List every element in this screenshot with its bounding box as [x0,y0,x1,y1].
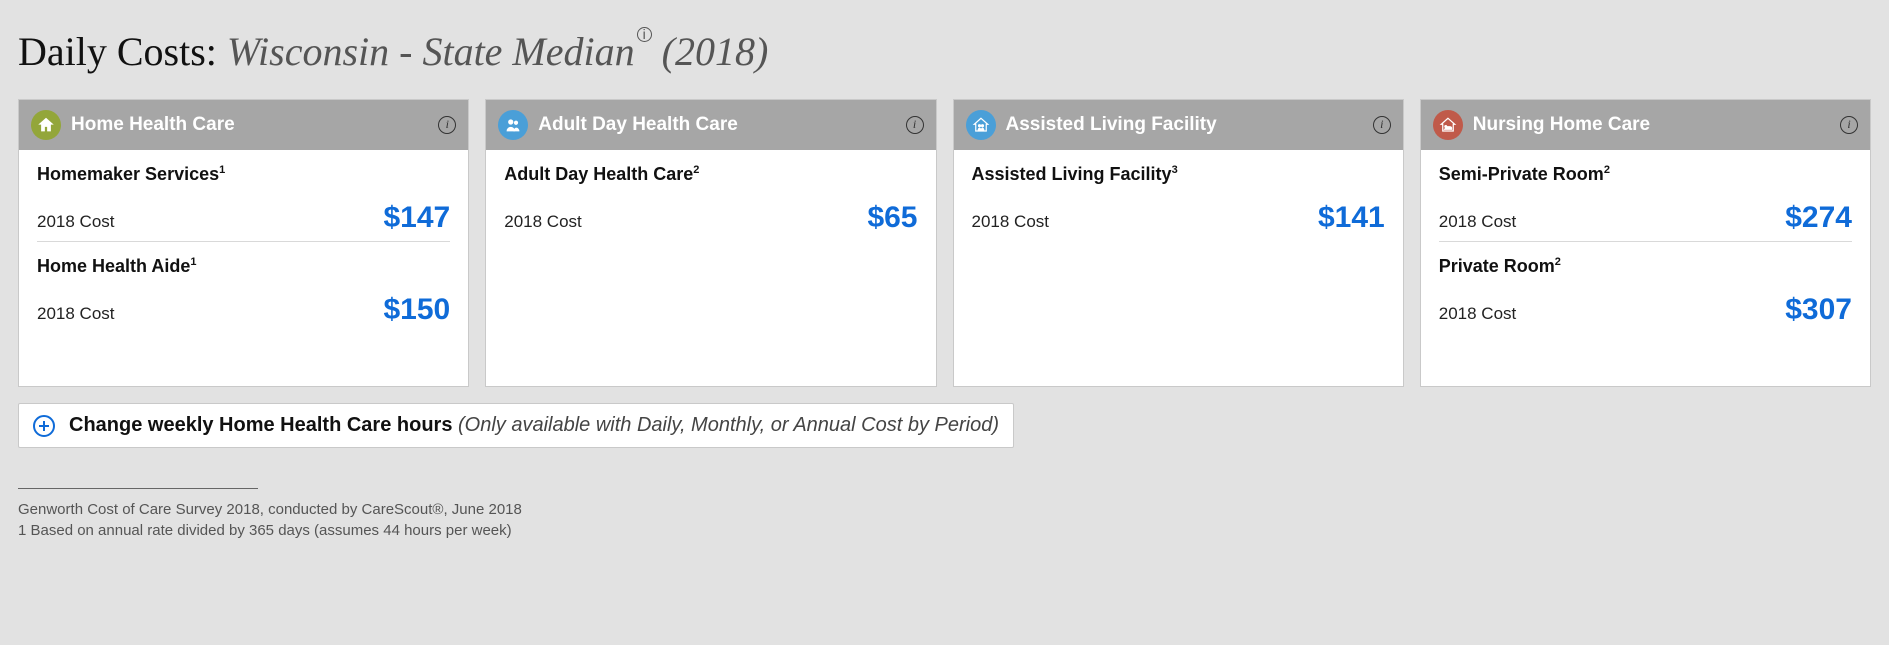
change-hours-text: Change weekly Home Health Care hours (On… [69,414,999,437]
service-name-sup: 1 [190,256,196,268]
cost-line: 2018 Cost $147 [37,201,450,235]
service-row: Private Room2 2018 Cost $307 [1439,241,1852,327]
cost-label: 2018 Cost [504,212,582,232]
service-name: Semi-Private Room2 [1439,164,1852,185]
card-adult-day-health-care: Adult Day Health Care i Adult Day Health… [485,99,936,387]
service-name-text: Adult Day Health Care [504,164,693,184]
footnote-1: 1 Based on annual rate divided by 365 da… [18,522,1871,539]
card-header: Home Health Care i [19,100,468,150]
cost-label: 2018 Cost [1439,304,1517,324]
service-name: Homemaker Services1 [37,164,450,185]
cost-line: 2018 Cost $65 [504,201,917,235]
service-name: Adult Day Health Care2 [504,164,917,185]
info-icon[interactable]: i [1840,116,1858,134]
service-name-text: Semi-Private Room [1439,164,1604,184]
service-row: Homemaker Services1 2018 Cost $147 [37,164,450,235]
service-name-sup: 2 [693,164,699,176]
cost-line: 2018 Cost $274 [1439,201,1852,235]
service-name-text: Homemaker Services [37,164,219,184]
service-row: Adult Day Health Care2 2018 Cost $65 [504,164,917,235]
card-header: Assisted Living Facility i [954,100,1403,150]
card-nursing-home-care: Nursing Home Care i Semi-Private Room2 2… [1420,99,1871,387]
card-home-health-care: Home Health Care i Homemaker Services1 2… [18,99,469,387]
footnotes: Genworth Cost of Care Survey 2018, condu… [18,488,1871,539]
card-assisted-living-facility: Assisted Living Facility i Assisted Livi… [953,99,1404,387]
card-body: Homemaker Services1 2018 Cost $147 Home … [19,150,468,345]
cost-label: 2018 Cost [1439,212,1517,232]
cost-label: 2018 Cost [37,212,115,232]
page-title: Daily Costs: Wisconsin - State Mediani (… [18,28,1871,75]
service-row: Semi-Private Room2 2018 Cost $274 [1439,164,1852,235]
cost-value: $274 [1785,201,1852,235]
cards-row: Home Health Care i Homemaker Services1 2… [18,99,1871,387]
card-title: Home Health Care [71,114,235,136]
service-name: Assisted Living Facility3 [972,164,1385,185]
cost-line: 2018 Cost $141 [972,201,1385,235]
cost-label: 2018 Cost [37,304,115,324]
change-hours-button[interactable]: Change weekly Home Health Care hours (On… [18,403,1014,448]
home-icon [31,110,61,140]
cost-value: $65 [867,201,917,235]
service-name-sup: 2 [1604,164,1610,176]
card-body: Adult Day Health Care2 2018 Cost $65 [486,150,935,253]
cost-value: $147 [384,201,451,235]
footnote-rule [18,488,258,489]
service-name-text: Assisted Living Facility [972,164,1172,184]
change-hours-note: (Only available with Daily, Monthly, or … [452,414,999,436]
service-name-sup: 1 [219,164,225,176]
footnote-source: Genworth Cost of Care Survey 2018, condu… [18,501,1871,518]
card-title: Assisted Living Facility [1006,114,1217,136]
title-year: (2018) [652,29,769,74]
service-row: Assisted Living Facility3 2018 Cost $141 [972,164,1385,235]
card-title: Nursing Home Care [1473,114,1650,136]
card-header: Adult Day Health Care i [486,100,935,150]
service-name-sup: 3 [1172,164,1178,176]
cost-value: $150 [384,293,451,327]
people-icon [498,110,528,140]
card-body: Semi-Private Room2 2018 Cost $274 Privat… [1421,150,1870,345]
cost-line: 2018 Cost $307 [1439,293,1852,327]
plus-icon [33,415,55,437]
cost-line: 2018 Cost $150 [37,293,450,327]
title-info-icon[interactable]: i [637,27,652,42]
info-icon[interactable]: i [1373,116,1391,134]
service-name: Private Room2 [1439,256,1852,277]
title-prefix: Daily Costs: [18,29,227,74]
card-header: Nursing Home Care i [1421,100,1870,150]
cost-label: 2018 Cost [972,212,1050,232]
service-name: Home Health Aide1 [37,256,450,277]
service-row: Home Health Aide1 2018 Cost $150 [37,241,450,327]
title-location: Wisconsin - State Median [227,29,635,74]
info-icon[interactable]: i [906,116,924,134]
card-body: Assisted Living Facility3 2018 Cost $141 [954,150,1403,253]
service-name-sup: 2 [1555,256,1561,268]
info-icon[interactable]: i [438,116,456,134]
bed-icon [1433,110,1463,140]
service-name-text: Private Room [1439,256,1555,276]
cost-value: $307 [1785,293,1852,327]
house-people-icon [966,110,996,140]
service-name-text: Home Health Aide [37,256,190,276]
cost-value: $141 [1318,201,1385,235]
card-title: Adult Day Health Care [538,114,738,136]
change-hours-bold: Change weekly Home Health Care hours [69,414,452,436]
